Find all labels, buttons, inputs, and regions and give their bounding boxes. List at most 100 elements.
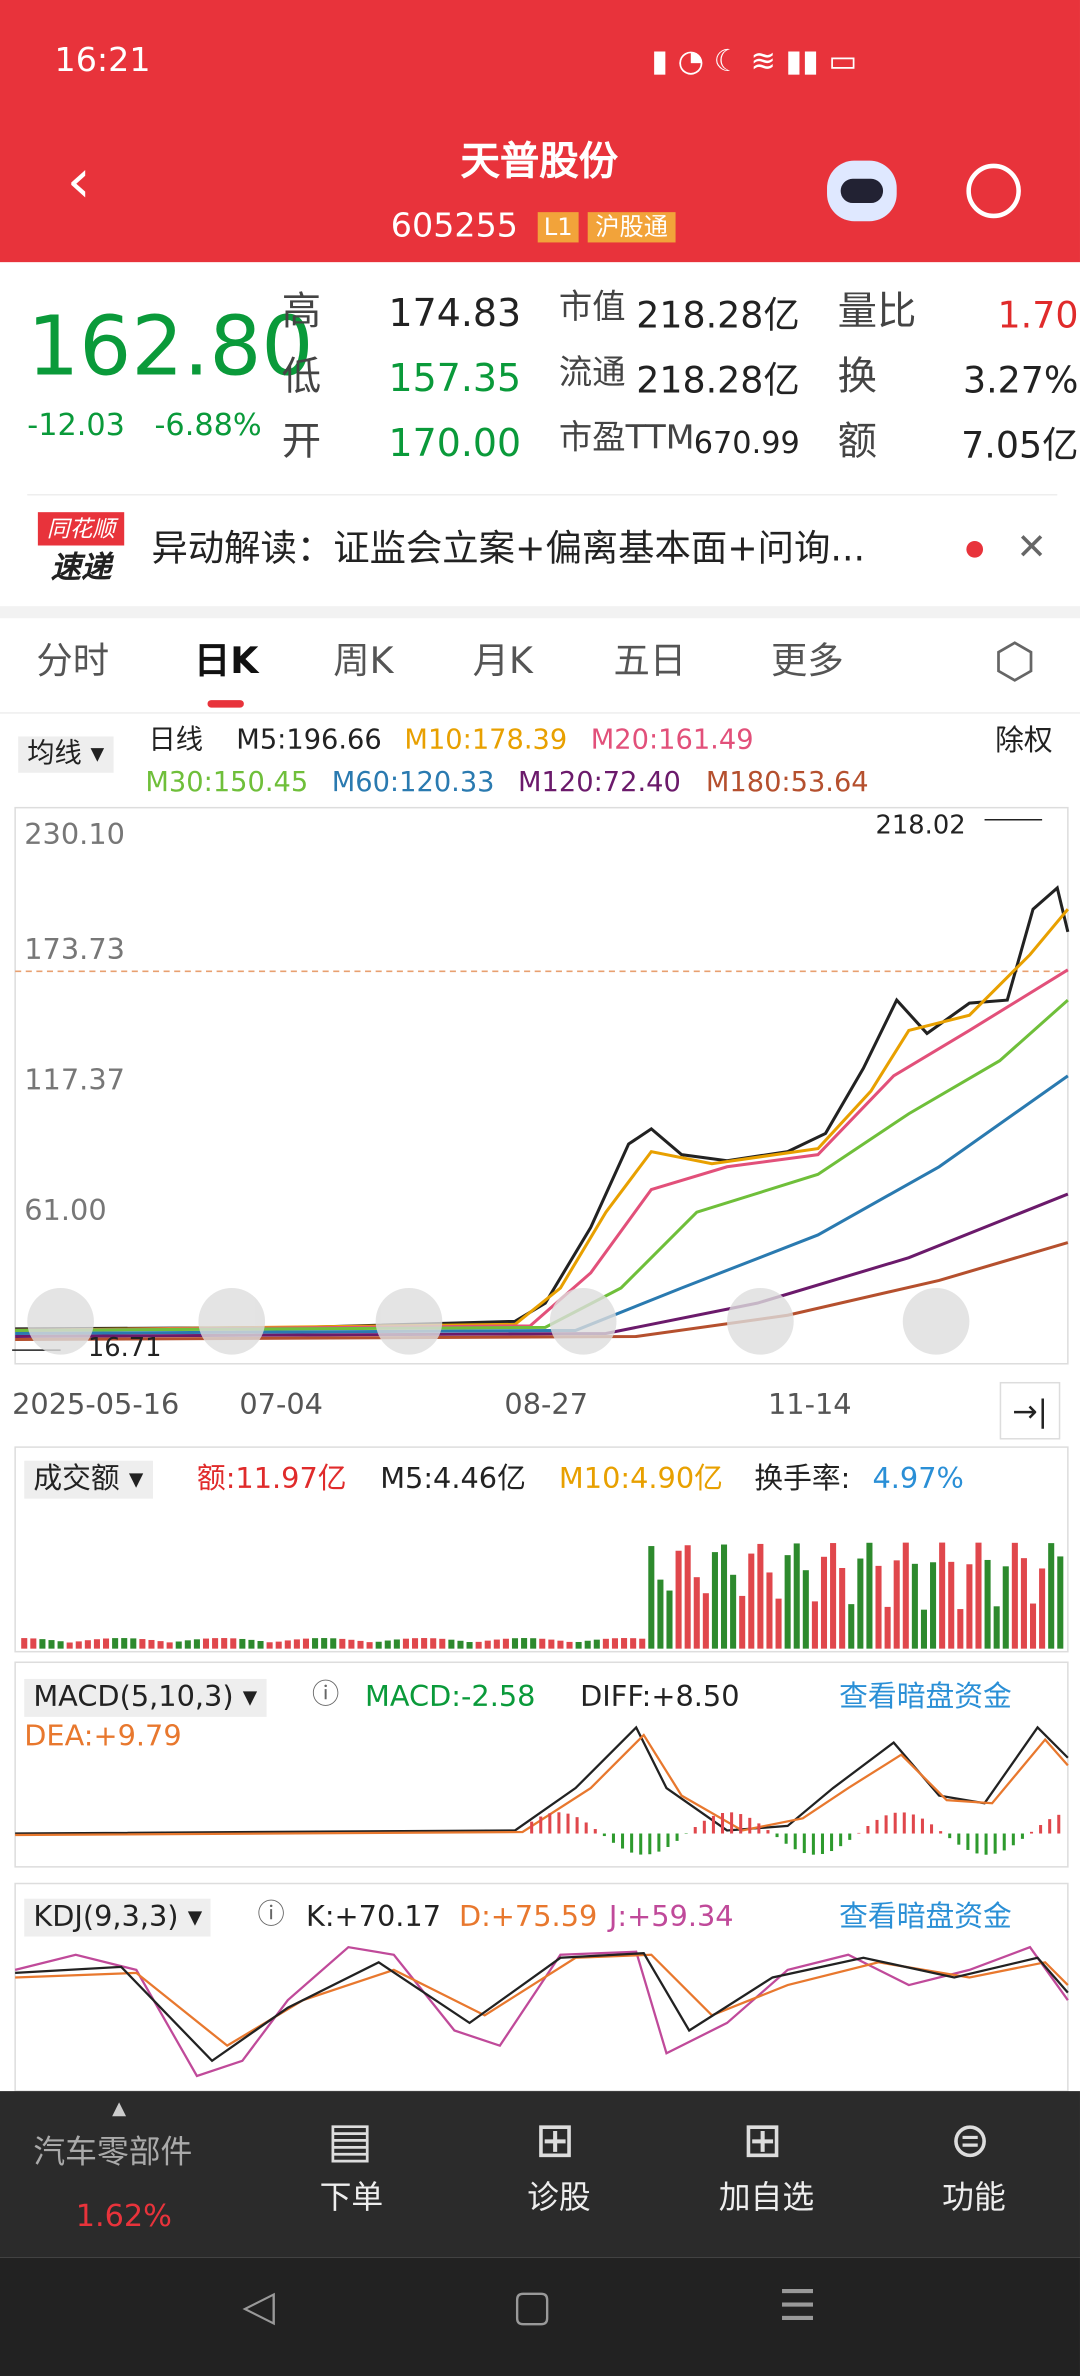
kdj-selector[interactable]: KDJ(9,3,3) ▾ bbox=[24, 1898, 212, 1937]
volume-bar bbox=[948, 1561, 955, 1649]
volume-bar bbox=[175, 1641, 182, 1649]
volume-selector[interactable]: 成交额 ▾ bbox=[24, 1460, 153, 1499]
action-label[interactable]: 诊股 bbox=[527, 2179, 591, 2216]
volume-bar bbox=[39, 1639, 46, 1649]
volume-bar bbox=[748, 1553, 755, 1649]
tab[interactable]: 日K bbox=[193, 639, 259, 682]
search-button[interactable] bbox=[966, 163, 1021, 219]
macd-selector[interactable]: MACD(5,10,3) ▾ bbox=[24, 1678, 267, 1717]
news-dot bbox=[966, 540, 984, 558]
volume-bar bbox=[84, 1640, 91, 1649]
volume-bar bbox=[693, 1577, 700, 1649]
tab[interactable]: 五日 bbox=[613, 639, 687, 682]
back-button[interactable]: ‹ bbox=[66, 146, 91, 217]
nav-home[interactable]: ▢ bbox=[511, 2280, 553, 2331]
sector[interactable]: 汽车零部件 bbox=[33, 2133, 193, 2170]
volume-bar bbox=[630, 1638, 637, 1649]
macd-bar bbox=[648, 1833, 652, 1855]
macd-bar bbox=[948, 1833, 952, 1839]
separator bbox=[0, 606, 1080, 619]
ma10 bbox=[15, 908, 1070, 1332]
adjust[interactable]: 除权 bbox=[995, 724, 1053, 758]
action-label[interactable]: 下单 bbox=[319, 2179, 384, 2216]
dark-pool-link[interactable]: 查看暗盘资金 bbox=[839, 1680, 1012, 1714]
kdj-selector-text: KDJ(9,3,3) bbox=[33, 1900, 179, 1934]
close-news[interactable]: ✕ bbox=[1016, 525, 1047, 569]
macd-bar bbox=[1048, 1819, 1052, 1834]
macd-bar bbox=[939, 1831, 943, 1834]
tab[interactable]: 周K bbox=[333, 639, 394, 682]
news-badge: 同花顺 速递 bbox=[37, 512, 125, 588]
ma-selector[interactable]: 均线 ▾ bbox=[18, 736, 114, 773]
macd-bar bbox=[930, 1824, 934, 1834]
action-icon[interactable]: ⊞ bbox=[534, 2110, 576, 2169]
stat-label: 低 bbox=[281, 354, 322, 401]
volume-bar bbox=[548, 1639, 555, 1649]
macd-bar bbox=[730, 1812, 734, 1834]
volume-bar bbox=[984, 1559, 991, 1649]
volume-bar bbox=[339, 1638, 346, 1649]
stat-value: 1.70 bbox=[997, 293, 1079, 337]
volume-bar bbox=[730, 1574, 737, 1649]
volume-bar bbox=[484, 1640, 491, 1649]
volume-bar bbox=[421, 1638, 428, 1649]
k-line bbox=[15, 1952, 1069, 2063]
tab[interactable]: 月K bbox=[472, 639, 533, 682]
diff-value: DIFF:+8.50 bbox=[580, 1680, 740, 1714]
volume-bar bbox=[357, 1640, 364, 1649]
macd-bar bbox=[557, 1812, 561, 1834]
volume-bar bbox=[439, 1638, 446, 1649]
volume-frame bbox=[14, 1446, 1069, 1653]
jump-latest[interactable]: →| bbox=[999, 1381, 1061, 1440]
volume-bar bbox=[466, 1642, 473, 1649]
change: -12.03 bbox=[27, 406, 125, 443]
volume-bar bbox=[557, 1640, 564, 1649]
settings[interactable]: ⬡ bbox=[993, 631, 1036, 690]
macd-bar bbox=[530, 1821, 534, 1834]
tab[interactable]: 更多 bbox=[770, 639, 844, 682]
action-icon[interactable]: ⊜ bbox=[949, 2110, 991, 2169]
dark-pool-link[interactable]: 查看暗盘资金 bbox=[839, 1900, 1012, 1934]
help[interactable]: ⓘ bbox=[312, 1678, 340, 1711]
nav-menu[interactable]: ☰ bbox=[778, 2280, 817, 2331]
volume-bar bbox=[457, 1640, 464, 1649]
volume-bar bbox=[121, 1638, 128, 1649]
volume-bar bbox=[830, 1543, 837, 1649]
macd-bar bbox=[820, 1833, 824, 1854]
action-label[interactable]: 加自选 bbox=[718, 2179, 815, 2216]
j-value: J:+59.34 bbox=[608, 1900, 734, 1934]
volume-bar bbox=[139, 1639, 146, 1649]
stat-value: 218.28亿 bbox=[636, 293, 800, 337]
volume-bar bbox=[284, 1640, 291, 1649]
macd-bar bbox=[566, 1813, 570, 1834]
volume-bar bbox=[402, 1638, 409, 1649]
volume-m10: M10:4.90亿 bbox=[558, 1462, 723, 1496]
divider bbox=[27, 493, 1058, 496]
expand[interactable]: ▲ bbox=[112, 2097, 127, 2119]
volume-bar bbox=[184, 1640, 191, 1649]
bottom-bar bbox=[0, 2091, 1080, 2258]
badge: 沪股通 bbox=[587, 212, 676, 243]
macd-bar bbox=[993, 1833, 997, 1854]
assistant-icon[interactable] bbox=[827, 160, 897, 222]
news-text[interactable]: 异动解读：证监会立案+偏离基本面+问询... bbox=[151, 527, 866, 570]
ma-value: M60:120.33 bbox=[331, 766, 495, 799]
tab[interactable]: 分时 bbox=[36, 639, 110, 682]
price-label: 61.00 bbox=[24, 1194, 107, 1228]
volume-amount: 额:11.97亿 bbox=[196, 1462, 347, 1496]
action-icon[interactable]: ▤ bbox=[327, 2110, 373, 2169]
volume-bar bbox=[321, 1638, 328, 1649]
volume-bar bbox=[393, 1639, 400, 1649]
volume-bar bbox=[1039, 1568, 1046, 1649]
action-icon[interactable]: ⊞ bbox=[742, 2110, 783, 2169]
action-label[interactable]: 功能 bbox=[942, 2179, 1006, 2216]
volume-bar bbox=[66, 1642, 73, 1649]
nav-back[interactable]: ◁ bbox=[242, 2280, 275, 2331]
volume-bar bbox=[102, 1638, 110, 1649]
macd-bar bbox=[957, 1833, 961, 1845]
macd-bar bbox=[802, 1833, 806, 1854]
macd-bar bbox=[766, 1830, 770, 1834]
j-line bbox=[14, 1945, 1069, 2078]
help[interactable]: ⓘ bbox=[257, 1898, 285, 1931]
macd-bar bbox=[693, 1827, 697, 1834]
